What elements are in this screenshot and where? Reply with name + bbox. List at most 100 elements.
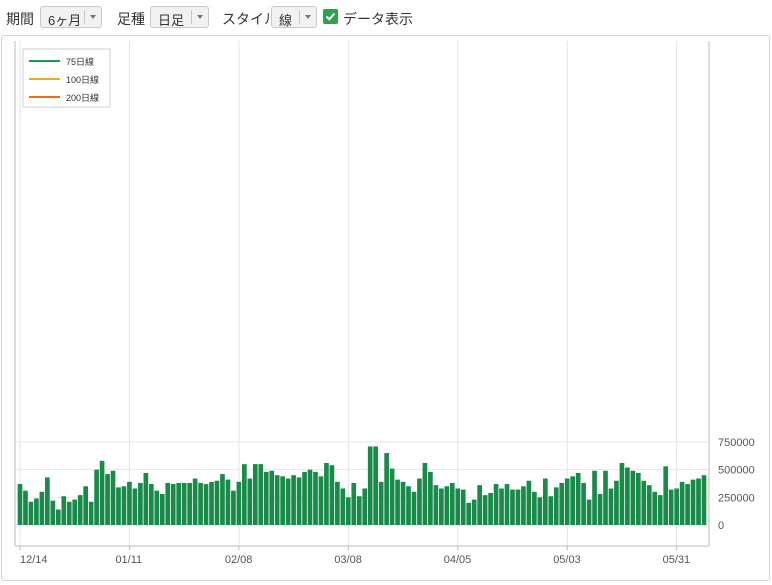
volume-bar <box>362 488 368 525</box>
volume-bar <box>504 484 510 525</box>
style-select[interactable]: 線 <box>271 6 317 28</box>
volume-bar <box>488 492 493 525</box>
volume-bar <box>116 487 121 525</box>
volume-bar <box>121 486 127 525</box>
volume-bar <box>356 496 362 525</box>
volume-bar <box>619 463 625 525</box>
volume-bar <box>701 475 707 525</box>
volume-bar <box>88 501 94 525</box>
volume-bar <box>400 481 406 525</box>
volume-bar <box>378 481 384 525</box>
volume-bar <box>608 488 614 525</box>
show-data-checkbox[interactable] <box>323 9 338 24</box>
volume-bar <box>105 474 110 525</box>
volume-bar <box>657 495 663 525</box>
volume-bar <box>280 476 285 525</box>
volume-bar <box>466 502 472 525</box>
volume-bar <box>148 484 154 525</box>
volume-bar <box>302 471 307 525</box>
checkmark-icon <box>325 12 336 21</box>
volume-bar <box>674 488 679 525</box>
volume-bar <box>406 486 411 525</box>
volume-bar <box>340 488 346 525</box>
volume-bar <box>367 446 373 525</box>
volume-bar <box>77 495 83 525</box>
period-select[interactable]: 6ヶ月 <box>40 6 102 28</box>
volume-bar <box>515 489 521 525</box>
volume-bar <box>28 501 34 525</box>
volume-bar <box>592 470 597 525</box>
select-separator <box>191 10 192 24</box>
show-data-label: データ表示 <box>343 11 413 27</box>
legend-label: 100日線 <box>66 74 99 85</box>
volume-bar <box>127 481 132 525</box>
volume-tick-label: 0 <box>718 520 724 532</box>
volume-bar <box>433 485 439 525</box>
toolbar: 期間 6ヶ月 足種 日足 スタイル 線 データ表示 <box>0 0 772 36</box>
type-select-value: 日足 <box>158 13 185 28</box>
volume-bar <box>351 482 357 525</box>
volume-bar <box>455 488 461 525</box>
volume-bar <box>345 497 351 525</box>
volume-bar <box>99 460 105 525</box>
volume-bar <box>411 491 417 525</box>
volume-bar <box>329 465 335 525</box>
volume-bar <box>417 478 422 525</box>
volume-bar <box>34 498 39 525</box>
stock-chart: 72.57067.56562.56057.55552.55047.54542.5… <box>14 41 755 566</box>
volume-bar <box>614 480 619 525</box>
volume-bar <box>636 472 641 525</box>
volume-bar <box>685 484 690 525</box>
volume-bar <box>625 467 630 525</box>
volume-bar <box>23 490 28 525</box>
volume-bar <box>586 499 592 525</box>
volume-bar <box>198 482 203 525</box>
legend-label: 200日線 <box>66 92 99 103</box>
volume-bar <box>170 484 176 525</box>
x-tick-label: 05/03 <box>553 554 581 566</box>
volume-bar <box>72 499 78 525</box>
volume-bar <box>252 464 258 525</box>
volume-bar <box>39 491 45 525</box>
volume-bar <box>532 491 537 525</box>
volume-bar <box>389 468 395 525</box>
chevron-down-icon <box>90 15 96 19</box>
volume-bar <box>422 463 428 525</box>
volume-bar <box>269 470 275 525</box>
volume-bar <box>548 496 554 525</box>
volume-bar <box>564 478 570 525</box>
volume-bar <box>110 470 116 525</box>
style-select-value: 線 <box>279 13 293 28</box>
volume-bar <box>477 485 482 525</box>
x-tick-label: 12/14 <box>20 554 48 566</box>
volume-bar <box>45 477 50 525</box>
volume-bar <box>203 484 209 525</box>
volume-bar <box>603 470 608 525</box>
volume-bar <box>132 488 138 525</box>
volume-bar <box>220 474 225 525</box>
chevron-down-icon <box>305 15 311 19</box>
type-select[interactable]: 日足 <box>150 6 209 28</box>
volume-bar <box>313 471 318 525</box>
volume-bar <box>395 479 400 525</box>
volume-bar <box>274 475 280 525</box>
select-separator <box>299 10 300 24</box>
volume-bar <box>510 489 515 525</box>
x-tick-label: 02/08 <box>225 554 253 566</box>
volume-bar <box>668 489 674 525</box>
volume-bar <box>526 480 532 525</box>
volume-bar <box>165 482 171 525</box>
volume-bar <box>176 482 182 525</box>
volume-bar <box>258 464 264 525</box>
volume-bar <box>83 486 88 525</box>
volume-bar <box>499 488 504 525</box>
volume-bar <box>181 482 187 525</box>
volume-bar <box>335 481 340 525</box>
volume-bar <box>17 484 23 525</box>
volume-bar <box>581 482 586 525</box>
style-label: スタイル <box>222 11 278 27</box>
volume-tick-label: 750000 <box>718 437 755 449</box>
volume-bar <box>318 476 324 525</box>
select-separator <box>84 10 85 24</box>
legend: 75日線 100日線 200日線 <box>22 48 111 108</box>
